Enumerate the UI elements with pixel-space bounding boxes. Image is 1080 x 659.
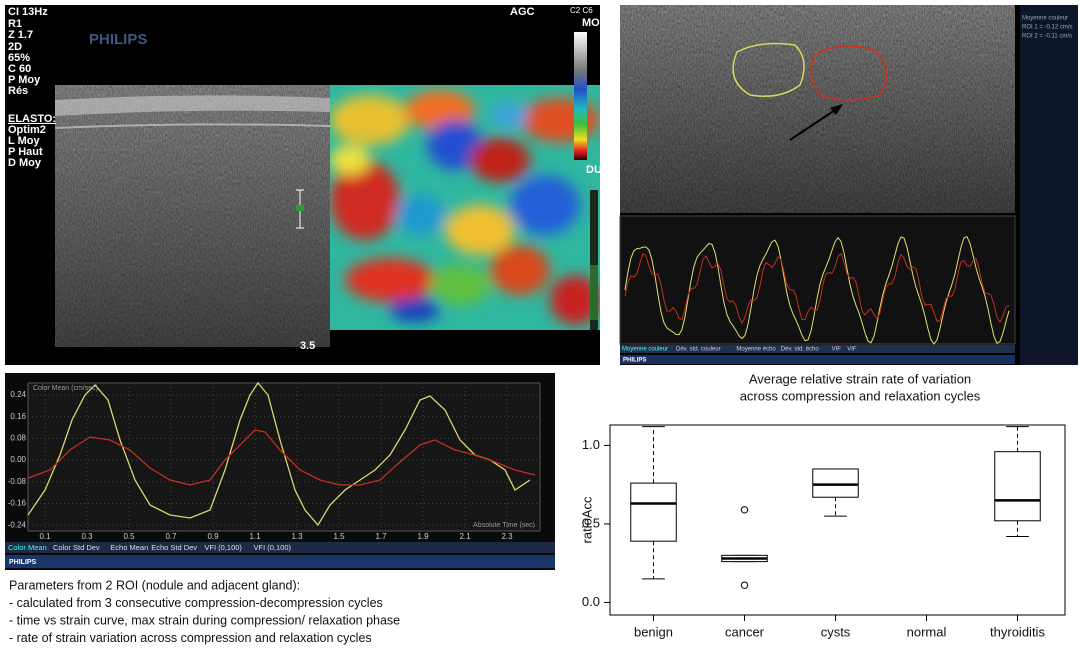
scale-label: C2 C6 <box>570 6 593 15</box>
note-line: - rate of strain variation across compre… <box>9 631 372 645</box>
note-line: Parameters from 2 ROI (nodule and adjace… <box>9 578 300 592</box>
x-tick-label: 1.5 <box>333 532 345 541</box>
tab-label: Echo Mean <box>110 543 148 552</box>
scale-label: DU <box>586 164 602 176</box>
logo-bar <box>5 555 555 568</box>
y-tick-label: 0.08 <box>10 434 26 443</box>
outlier <box>741 582 747 588</box>
notes: Parameters from 2 ROI (nodule and adjace… <box>9 578 400 645</box>
y-tick-label: -0.24 <box>8 520 27 529</box>
tab-label: VIF <box>847 347 857 353</box>
logo: PHILIPS <box>89 31 147 48</box>
y-tick-label: 0.0 <box>582 594 600 609</box>
agc: AGC <box>510 6 535 18</box>
tab-label: Dév. std. couleur <box>676 347 721 353</box>
x-tick-label: 0.9 <box>207 532 219 541</box>
x-tick-label: 2.3 <box>501 532 513 541</box>
figure: PHILIPS AGC C2 C6 MO DU 3.5 CI 13HzR1Z 1… <box>0 0 1080 659</box>
depth: 3.5 <box>300 340 315 352</box>
y-tick-label: 0.16 <box>10 412 26 421</box>
overlay-label: D Moy <box>8 157 42 169</box>
tab-label: Echo Std Dev <box>151 543 197 552</box>
tab-label: VFI (0,100) <box>254 543 292 552</box>
tab-label: Color Mean <box>8 543 47 552</box>
logo: PHILIPS <box>9 559 37 566</box>
tab-label: VFI (0,100) <box>204 543 242 552</box>
x-tick-label: 0.3 <box>81 532 93 541</box>
x-tick-label: 0.7 <box>165 532 177 541</box>
roi-panel: PHILIPS Moyenne couleur ROI 1 = -0.12 cm/… <box>620 5 1078 365</box>
overlay-label: Rés <box>8 85 28 97</box>
y-tick-label: 0.5 <box>582 515 600 530</box>
scale-label: MO <box>582 17 600 29</box>
legend-label: ROI 2 = -0.11 cm/s <box>1022 34 1072 40</box>
x-tick-label: benign <box>634 624 673 639</box>
graph-bg <box>28 383 540 531</box>
x-tick-label: 1.7 <box>375 532 387 541</box>
outlier <box>741 507 747 513</box>
x-tick-label: 1.9 <box>417 532 429 541</box>
scale-strip <box>590 265 598 320</box>
note-line: - time vs strain curve, max strain durin… <box>9 613 400 627</box>
chart-title: across compression and relaxation cycles <box>740 388 981 403</box>
x-tick-label: 0.1 <box>39 532 51 541</box>
tab-label: Color Std Dev <box>53 543 100 552</box>
elastogram <box>330 85 600 330</box>
x-tick-label: cysts <box>821 624 851 639</box>
y-label: Color Mean (cm/sec) <box>33 385 98 392</box>
tab-label: VIF <box>832 347 842 353</box>
box <box>813 469 859 497</box>
y-tick-label: -0.08 <box>8 477 27 486</box>
note-line: - calculated from 3 consecutive compress… <box>9 596 383 610</box>
overlay-label: CI 13Hz <box>8 6 48 18</box>
y-tick-label: 0.00 <box>10 455 26 464</box>
tab-label: Moyenne couleur <box>622 347 668 353</box>
x-tick-label: 1.1 <box>249 532 261 541</box>
y-tick-label: 1.0 <box>582 437 600 452</box>
logo-bar <box>620 355 1015 364</box>
box <box>995 452 1041 521</box>
bmode-shade <box>620 5 1015 213</box>
graph-bg <box>620 216 1015 344</box>
x-label: Absolute Time (sec) <box>473 522 535 529</box>
x-tick-label: cancer <box>725 624 765 639</box>
tab-label: Moyenne écho <box>736 347 776 353</box>
x-tick-label: 0.5 <box>123 532 135 541</box>
time-curve-panel: PHILIPS Color Mean (cm/sec) Absolute Tim… <box>5 373 555 570</box>
x-tick-label: thyroiditis <box>990 624 1045 639</box>
x-tick-label: 2.1 <box>459 532 471 541</box>
overlay-label: Z 1.7 <box>8 29 33 41</box>
box <box>631 483 677 541</box>
y-tick-label: -0.16 <box>8 499 27 508</box>
box-plot: Average relative strain rate of variatio… <box>579 371 1065 639</box>
x-tick-label: 1.3 <box>291 532 303 541</box>
legend-label: Moyenne couleur <box>1022 16 1068 22</box>
tab-label: Dév. std. écho <box>781 347 820 353</box>
y-tick-label: 0.24 <box>10 390 26 399</box>
legend-label: ROI 1 = -0.12 cm/s <box>1022 25 1073 31</box>
caliper-mark <box>296 205 304 211</box>
color-scale <box>574 32 587 160</box>
logo: PHILIPS <box>623 358 646 364</box>
chart-title: Average relative strain rate of variatio… <box>749 371 971 386</box>
side-panel <box>1020 5 1078 365</box>
x-tick-label: normal <box>907 624 947 639</box>
